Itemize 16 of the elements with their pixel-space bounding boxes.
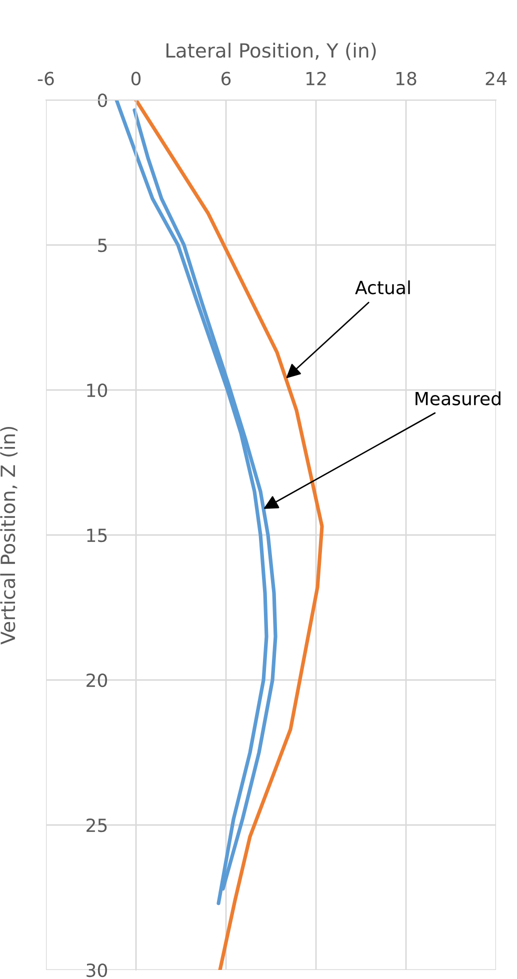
y-tick-label: 15 — [87, 528, 107, 542]
y-axis-title: Vertical Position, Z (in) — [0, 426, 18, 645]
y-tick-label: 25 — [86, 818, 107, 832]
x-tick-label: 24 — [486, 72, 506, 86]
y-tick-label: 5 — [98, 238, 107, 252]
x-tick-label: 12 — [306, 72, 326, 86]
x-tick-label: -6 — [38, 72, 54, 86]
y-tick-label: 30 — [86, 963, 108, 978]
x-tick-label: 6 — [222, 72, 231, 86]
x-axis-title: Lateral Position, Y (in) — [166, 42, 376, 60]
x-tick-label: 0 — [131, 72, 141, 86]
y-tick-label: 10 — [87, 383, 108, 398]
x-tick-label: 18 — [396, 72, 416, 86]
y-tick-label: 20 — [86, 673, 108, 688]
annotation: Measured — [416, 391, 500, 406]
annotation: Actual — [355, 280, 410, 294]
